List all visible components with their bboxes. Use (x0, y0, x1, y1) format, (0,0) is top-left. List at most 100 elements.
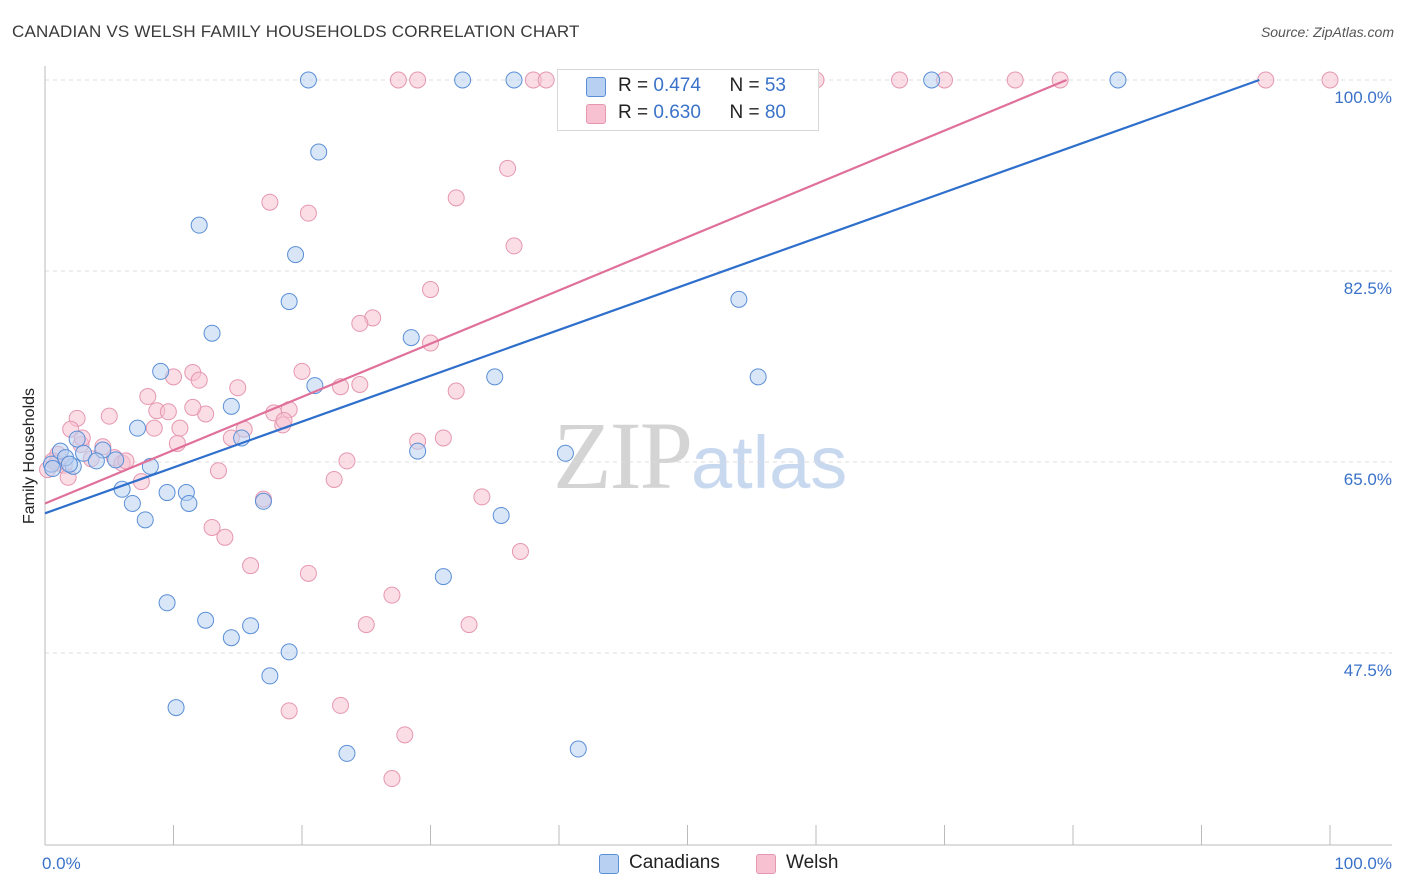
canadians-point-8 (190, 216, 208, 234)
canadians-point-47 (75, 444, 93, 462)
y-tick-label-1: 82.5% (1344, 279, 1392, 298)
y-tick-label-0: 100.0% (1334, 88, 1392, 107)
canadians-point-11 (203, 324, 221, 342)
y-tick-label-2: 65.0% (1344, 470, 1392, 489)
canadians-point-17 (486, 368, 504, 386)
welsh-r-label: R = (618, 102, 654, 123)
canadians-legend-label: Canadians (629, 852, 720, 873)
welsh-point-18 (422, 281, 439, 299)
welsh-point-13 (499, 159, 517, 177)
welsh-n-value: 80 (764, 102, 786, 123)
welsh-point-29 (447, 382, 465, 400)
welsh-point-40 (171, 419, 189, 437)
canadians-trend-line (44, 78, 1260, 515)
canadians-point-32 (123, 494, 141, 512)
canadians-point-51 (87, 452, 105, 470)
axes (44, 66, 1392, 846)
welsh-point-3 (537, 71, 555, 89)
canadians-point-2 (505, 71, 523, 89)
canadians-point-18 (222, 397, 240, 415)
canadians-r-label: R = (618, 75, 654, 96)
canadians-point-40 (222, 629, 240, 647)
welsh-point-25 (190, 371, 208, 389)
canadians-point-0 (299, 71, 317, 89)
welsh-point-20 (351, 314, 369, 332)
welsh-point-9 (1006, 71, 1024, 89)
canadians-point-43 (261, 667, 279, 685)
welsh-point-34 (184, 398, 202, 416)
tick-labels: 100.0% 82.5% 65.0% 47.5% 0.0% 100.0% (42, 88, 1392, 873)
canadians-point-23 (107, 451, 125, 469)
correlation-legend: R = 0.474 N = 53 R = 0.630 N = 80 (557, 69, 819, 131)
welsh-point-62 (216, 528, 234, 546)
canadians-point-13 (730, 290, 748, 308)
watermark-zip: ZIP (553, 402, 693, 509)
welsh-point-52 (338, 452, 356, 470)
welsh-points (39, 71, 1339, 788)
canadians-n-value: 53 (764, 75, 786, 96)
welsh-point-1 (409, 71, 427, 89)
canadians-point-33 (180, 494, 198, 512)
canadians-point-42 (280, 643, 298, 661)
welsh-n-label: N = (729, 102, 765, 123)
welsh-point-17 (505, 237, 523, 255)
canadians-point-39 (197, 611, 215, 629)
canadians-point-34 (254, 492, 272, 510)
welsh-point-61 (203, 518, 221, 536)
chart-title: CANADIAN VS WELSH FAMILY HOUSEHOLDS CORR… (12, 22, 580, 41)
canadians-point-50 (60, 455, 78, 473)
canadians-swatch (586, 77, 606, 97)
canadians-point-9 (287, 246, 305, 264)
welsh-point-15 (261, 193, 279, 211)
welsh-point-14 (447, 189, 465, 207)
welsh-legend-label: Welsh (786, 852, 839, 873)
welsh-point-72 (383, 770, 401, 788)
welsh-point-32 (159, 403, 177, 421)
welsh-point-12 (1321, 71, 1339, 89)
welsh-point-28 (351, 376, 369, 394)
welsh-point-63 (511, 542, 529, 560)
welsh-point-70 (332, 696, 350, 714)
welsh-point-46 (434, 429, 452, 447)
y-axis-label: Family Households (21, 387, 38, 525)
canadians-points (42, 71, 1127, 762)
welsh-point-11 (1257, 71, 1275, 89)
canadians-point-36 (136, 511, 154, 529)
canadians-legend-swatch (599, 854, 619, 874)
welsh-legend-swatch (756, 854, 776, 874)
welsh-point-30 (139, 388, 157, 406)
welsh-point-57 (325, 470, 343, 488)
x-tick-label-max: 100.0% (1334, 854, 1392, 873)
welsh-point-23 (293, 362, 311, 380)
canadians-point-19 (129, 419, 147, 437)
welsh-trend-line (44, 78, 1067, 505)
welsh-r-value: 0.630 (653, 102, 701, 123)
canadians-point-7 (310, 143, 328, 161)
source-credit: Source: ZipAtlas.com (1260, 24, 1394, 40)
welsh-point-39 (145, 419, 163, 437)
welsh-point-55 (209, 462, 227, 480)
canadians-point-46 (569, 740, 587, 758)
welsh-point-64 (242, 557, 260, 575)
trend-lines (44, 78, 1260, 515)
canadians-r-value: 0.474 (653, 75, 701, 96)
canadians-point-6 (1109, 71, 1127, 89)
canadians-point-20 (68, 430, 86, 448)
canadians-point-12 (402, 329, 420, 347)
welsh-point-16 (299, 204, 317, 222)
canadians-point-28 (556, 444, 574, 462)
welsh-point-68 (460, 616, 478, 634)
y-tick-label-3: 47.5% (1344, 661, 1392, 680)
welsh-point-67 (357, 616, 375, 634)
canadians-point-14 (749, 368, 767, 386)
canadians-point-49 (44, 460, 62, 478)
welsh-point-69 (280, 702, 298, 720)
welsh-point-38 (100, 407, 118, 425)
welsh-point-26 (229, 379, 247, 397)
welsh-point-71 (396, 726, 414, 744)
canadians-point-44 (167, 699, 185, 717)
welsh-point-65 (299, 564, 317, 582)
x-tick-label-min: 0.0% (42, 854, 81, 873)
welsh-point-66 (383, 586, 401, 604)
